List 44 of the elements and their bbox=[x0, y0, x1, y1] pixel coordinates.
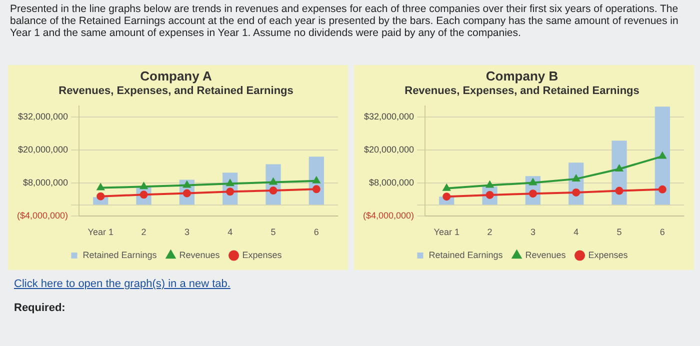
y-tick-label: $20,000,000 bbox=[18, 144, 68, 154]
point bbox=[486, 181, 494, 188]
point bbox=[615, 186, 624, 195]
x-tick-label: 3 bbox=[530, 227, 536, 238]
x-tick-label: 2 bbox=[487, 227, 492, 238]
x-tick-label: 2 bbox=[141, 227, 146, 238]
point bbox=[442, 192, 451, 201]
chart-title: Company B bbox=[486, 68, 558, 84]
legend-label: Revenues bbox=[179, 250, 220, 260]
x-tick-label: Year 1 bbox=[434, 227, 460, 238]
legend-label: Expenses bbox=[242, 250, 282, 260]
x-tick-label: 4 bbox=[574, 227, 579, 238]
point bbox=[529, 178, 537, 186]
x-tick-label: 5 bbox=[270, 227, 276, 238]
y-tick-label: $20,000,000 bbox=[364, 144, 414, 154]
x-tick-label: Year 1 bbox=[88, 227, 114, 238]
bar bbox=[654, 106, 670, 205]
x-tick-label: 6 bbox=[660, 227, 665, 238]
point bbox=[658, 152, 666, 159]
text: Required: bbox=[14, 302, 66, 314]
legend-label: Expenses bbox=[588, 250, 628, 260]
x-tick-label: 6 bbox=[314, 227, 319, 238]
chart-title: Company A bbox=[140, 68, 212, 84]
x-tick-label: 5 bbox=[616, 227, 622, 238]
text: Click here to open the graph(s) in a new tab. bbox=[14, 278, 232, 290]
x-tick-label: 4 bbox=[228, 227, 233, 238]
y-tick-label: ($4,000,000) bbox=[16, 210, 68, 221]
point bbox=[572, 188, 580, 196]
legend-label: Retained Earnings bbox=[428, 250, 504, 260]
y-tick-label: $32,000,000 bbox=[364, 111, 414, 122]
point bbox=[658, 185, 666, 194]
y-tick-label: $8,000,000 bbox=[368, 178, 414, 188]
chart-subtitle: Revenues, Expenses, and Retained Earnings bbox=[404, 85, 640, 98]
y-tick-label: ($4,000,000) bbox=[362, 210, 414, 221]
point bbox=[443, 184, 450, 191]
legend-label: Retained Earnings bbox=[82, 250, 158, 260]
y-tick-label: $8,000,000 bbox=[22, 178, 68, 188]
legend-label: Revenues bbox=[525, 250, 566, 260]
point bbox=[572, 174, 580, 182]
point bbox=[616, 165, 623, 172]
x-tick-label: 3 bbox=[184, 227, 190, 238]
y-tick-label: $32,000,000 bbox=[18, 111, 68, 122]
text: Presented in the line graphs below are trends in revenues and expenses for each of three companies over their first six years of operations. The balance of the Retained Earnings account at the end of each year is presented by the bars. Each company has the same amount of revenues in Year 1 and the same amount of expenses in Year 1. Assume no dividends were paid by any of the companies. bbox=[10, 3, 680, 39]
chart-subtitle: Revenues, Expenses, and Retained Earnings bbox=[58, 85, 294, 98]
